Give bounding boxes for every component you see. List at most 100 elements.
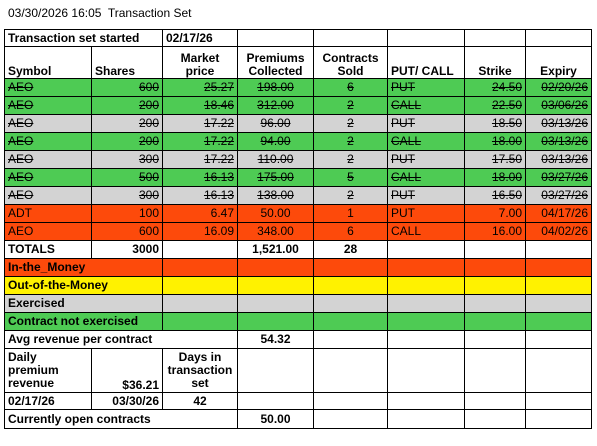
legend-out-of-the-money: Out-of-the-Money [4, 276, 163, 295]
cell-shares: 200 [91, 132, 163, 151]
cell-strike: 24.50 [464, 78, 526, 97]
cell-expiry: 03/13/26 [525, 150, 592, 169]
cell-price: 18.46 [162, 96, 238, 115]
table-row: ADT 100 6.47 50.00 1 PUT 7.00 04/17/26 [4, 204, 592, 223]
started-label: Transaction set started [4, 29, 163, 47]
totals-premiums: 1,521.00 [237, 240, 314, 259]
table-row: AEO 200 17.22 94.00 2 CALL 18.00 03/13/26 [4, 132, 592, 151]
cell-price: 25.27 [162, 78, 238, 97]
cell-price: 6.47 [162, 204, 238, 223]
cell-expiry: 03/27/26 [525, 186, 592, 205]
cell-expiry: 03/13/26 [525, 132, 592, 151]
period-start: 02/17/26 [4, 392, 92, 410]
cell-expiry: 03/06/26 [525, 96, 592, 115]
col-contracts: Contracts Sold [313, 46, 388, 79]
avg-revenue-label: Avg revenue per contract [4, 330, 238, 349]
cell-premium: 175.00 [237, 168, 314, 187]
days-in-set-label: Days in transaction set [162, 348, 238, 393]
cell-symbol: AEO [4, 114, 92, 133]
cell-strike: 22.50 [464, 96, 526, 115]
cell-price: 17.22 [162, 132, 238, 151]
cell-shares: 600 [91, 78, 163, 97]
cell-contracts: 6 [313, 78, 388, 97]
legend-in-the-money: In-the_Money [4, 258, 163, 277]
transaction-table: Transaction set started 02/17/26 Symbol … [4, 29, 592, 429]
cell-expiry: 02/20/26 [525, 78, 592, 97]
cell-strike: 7.00 [464, 204, 526, 223]
cell-symbol: AEO [4, 168, 92, 187]
col-strike: Strike [464, 46, 526, 79]
totals-shares: 3000 [91, 240, 163, 259]
cell-symbol: ADT [4, 204, 92, 223]
cell-type: PUT [387, 150, 465, 169]
cell-premium: 312.00 [237, 96, 314, 115]
open-contracts-label: Currently open contracts [4, 409, 238, 429]
table-row: AEO 300 17.22 110.00 2 PUT 17.50 03/13/26 [4, 150, 592, 169]
cell-premium: 110.00 [237, 150, 314, 169]
cell-expiry: 04/17/26 [525, 204, 592, 223]
cell-strike: 17.50 [464, 150, 526, 169]
cell-type: CALL [387, 96, 465, 115]
cell-price: 17.22 [162, 114, 238, 133]
cell-shares: 600 [91, 222, 163, 241]
cell-premium: 96.00 [237, 114, 314, 133]
cell-strike: 18.00 [464, 168, 526, 187]
cell-type: PUT [387, 114, 465, 133]
avg-revenue-value: 54.32 [237, 330, 314, 349]
totals-label: TOTALS [4, 240, 92, 259]
started-date: 02/17/26 [162, 29, 238, 47]
cell-strike: 16.50 [464, 186, 526, 205]
cell-contracts: 2 [313, 96, 388, 115]
cell-shares: 500 [91, 168, 163, 187]
legend-exercised: Exercised [4, 294, 163, 313]
report-datetime: 03/30/2026 16:05 [8, 6, 102, 20]
cell-symbol: AEO [4, 150, 92, 169]
cell-contracts: 6 [313, 222, 388, 241]
col-symbol: Symbol [4, 46, 92, 79]
table-row: AEO 600 16.09 348.00 6 CALL 16.00 04/02/26 [4, 222, 592, 241]
table-row: AEO 300 16.13 138.00 2 PUT 16.50 03/27/26 [4, 186, 592, 205]
cell-type: CALL [387, 222, 465, 241]
cell-contracts: 5 [313, 168, 388, 187]
cell-price: 16.13 [162, 168, 238, 187]
cell-type: PUT [387, 78, 465, 97]
totals-contracts: 28 [313, 240, 388, 259]
cell-contracts: 2 [313, 114, 388, 133]
col-premiums: Premiums Collected [237, 46, 314, 79]
cell-strike: 18.50 [464, 114, 526, 133]
cell-premium: 50.00 [237, 204, 314, 223]
cell-expiry: 03/27/26 [525, 168, 592, 187]
cell-strike: 16.00 [464, 222, 526, 241]
cell-contracts: 2 [313, 186, 388, 205]
cell-shares: 200 [91, 114, 163, 133]
legend-not-exercised: Contract not exercised [4, 312, 163, 331]
cell-expiry: 04/02/26 [525, 222, 592, 241]
cell-premium: 138.00 [237, 186, 314, 205]
cell-premium: 348.00 [237, 222, 314, 241]
daily-premium-label: Daily premium revenue [4, 348, 92, 393]
cell-shares: 100 [91, 204, 163, 223]
cell-shares: 200 [91, 96, 163, 115]
cell-price: 17.22 [162, 150, 238, 169]
cell-price: 16.13 [162, 186, 238, 205]
period-days: 42 [162, 392, 238, 410]
period-end: 03/30/26 [91, 392, 163, 410]
cell-shares: 300 [91, 186, 163, 205]
cell-symbol: AEO [4, 78, 92, 97]
cell-expiry: 03/13/26 [525, 114, 592, 133]
cell-symbol: AEO [4, 222, 92, 241]
cell-type: CALL [387, 132, 465, 151]
table-row: AEO 200 17.22 96.00 2 PUT 18.50 03/13/26 [4, 114, 592, 133]
table-row: AEO 200 18.46 312.00 2 CALL 22.50 03/06/26 [4, 96, 592, 115]
col-market-price: Market price [162, 46, 238, 79]
col-expiry: Expiry [525, 46, 592, 79]
cell-type: PUT [387, 204, 465, 223]
cell-contracts: 2 [313, 132, 388, 151]
cell-contracts: 1 [313, 204, 388, 223]
cell-type: CALL [387, 168, 465, 187]
cell-symbol: AEO [4, 132, 92, 151]
table-row: AEO 500 16.13 175.00 5 CALL 18.00 03/27/26 [4, 168, 592, 187]
cell-type: PUT [387, 186, 465, 205]
col-shares: Shares [91, 46, 163, 79]
cell-symbol: AEO [4, 186, 92, 205]
